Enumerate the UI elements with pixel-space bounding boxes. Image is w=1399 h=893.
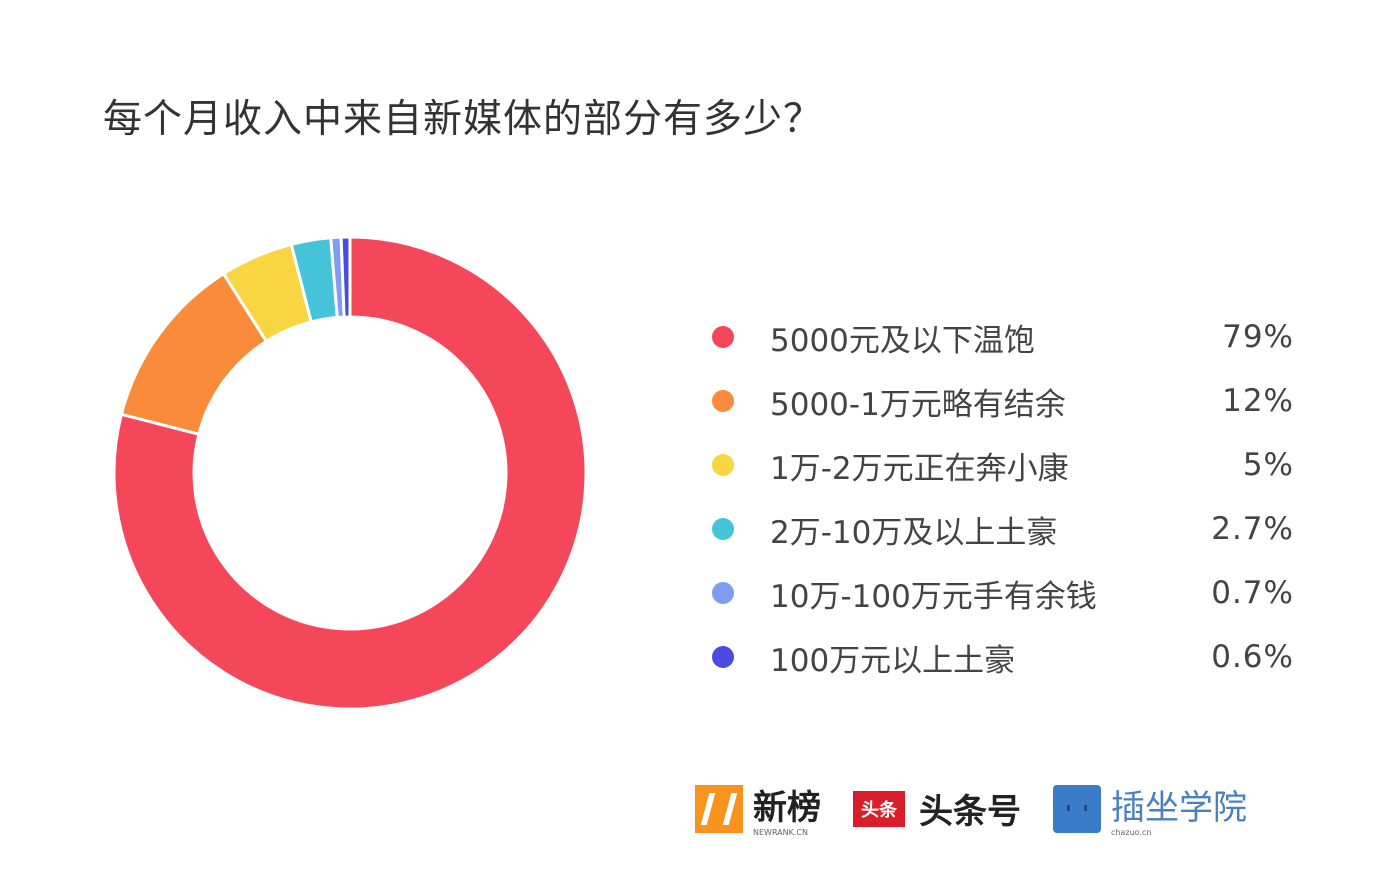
legend-label: 1万-2万元正在奔小康 bbox=[770, 450, 1069, 487]
chazuo-logo-icon bbox=[1053, 784, 1101, 833]
legend-value: 2.7% bbox=[1211, 511, 1294, 547]
legend-label: 5000元及以下温饱 bbox=[770, 322, 1035, 359]
donut-slice-0 bbox=[112, 235, 588, 711]
legend-item: 100万元以上土豪 0.6% bbox=[712, 625, 1294, 689]
legend-label: 2万-10万及以上土豪 bbox=[770, 514, 1058, 551]
chazuo-sub: chazuo.cn bbox=[1111, 828, 1152, 837]
legend-item: 5000元及以下温饱 79% bbox=[712, 305, 1294, 369]
legend-value: 0.7% bbox=[1211, 575, 1294, 611]
newrank-sub: NEWRANK.CN bbox=[753, 828, 808, 837]
legend-dot-icon bbox=[712, 326, 734, 348]
legend-label: 100万元以上土豪 bbox=[770, 642, 1016, 679]
logos: 新榜 NEWRANK.CN 头条 头条号 插坐学院 chazuo.cn bbox=[695, 780, 1279, 837]
legend-item: 1万-2万元正在奔小康 5% bbox=[712, 433, 1294, 497]
legend-dot-icon bbox=[712, 518, 734, 540]
legend: 5000元及以下温饱 79% 5000-1万元略有结余 12% 1万-2万元正在奔小康 5… bbox=[712, 305, 1294, 689]
chart-title: 每个月收入中来自新媒体的部分有多少？ bbox=[103, 97, 824, 142]
legend-dot-icon bbox=[712, 646, 734, 668]
legend-value: 5% bbox=[1242, 447, 1294, 483]
newrank-logo: 新榜 NEWRANK.CN bbox=[695, 780, 821, 837]
legend-value: 12% bbox=[1222, 383, 1294, 419]
toutiao-logo: 头条 头条号 bbox=[853, 784, 1021, 833]
legend-value: 79% bbox=[1222, 319, 1294, 355]
legend-dot-icon bbox=[712, 390, 734, 412]
legend-item: 2万-10万及以上土豪 2.7% bbox=[712, 497, 1294, 561]
toutiao-logo-icon: 头条 bbox=[853, 790, 905, 827]
legend-item: 10万-100万元手有余钱 0.7% bbox=[712, 561, 1294, 625]
newrank-logo-icon bbox=[695, 784, 743, 833]
legend-label: 5000-1万元略有结余 bbox=[770, 386, 1066, 423]
donut-chart bbox=[112, 235, 588, 711]
legend-label: 10万-100万元手有余钱 bbox=[770, 578, 1097, 615]
chazuo-name: 插坐学院 bbox=[1111, 788, 1247, 828]
newrank-name: 新榜 bbox=[753, 788, 821, 828]
donut-slice-5 bbox=[339, 235, 352, 319]
chazuo-logo: 插坐学院 chazuo.cn bbox=[1053, 780, 1247, 837]
legend-dot-icon bbox=[712, 454, 734, 476]
legend-value: 0.6% bbox=[1211, 639, 1294, 675]
legend-dot-icon bbox=[712, 582, 734, 604]
toutiao-name: 头条号 bbox=[919, 792, 1021, 832]
legend-item: 5000-1万元略有结余 12% bbox=[712, 369, 1294, 433]
